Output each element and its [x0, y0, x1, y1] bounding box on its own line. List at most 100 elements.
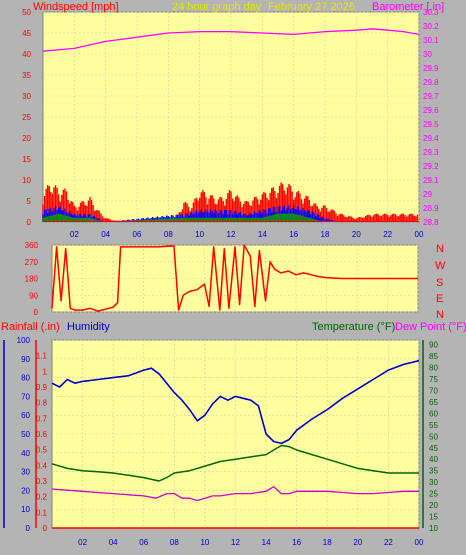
windspeed-tick-label: 15 [22, 155, 31, 164]
barometer-tick-label: 29.8 [423, 78, 439, 87]
temperature-tick-label: 45 [429, 444, 438, 453]
direction-tick-label: 360 [25, 241, 39, 250]
hour-tick-label: 02 [70, 230, 79, 239]
humidity-line [51, 359, 420, 445]
rainfall-tick-label: 0.9 [36, 383, 48, 392]
windspeed-tick-label: 5 [27, 197, 32, 206]
hour-tick-label: 08 [170, 538, 179, 547]
temperature-tick-label: 40 [429, 455, 438, 464]
temperature-tick-label: 60 [429, 409, 438, 418]
temperature-tick-label: 70 [429, 386, 438, 395]
wind-direction-line [51, 244, 418, 312]
humidity-tick-label: 30 [21, 468, 30, 477]
temperature-tick-label: 75 [429, 375, 438, 384]
compass-label-w: W [435, 260, 446, 272]
humidity-tick-label: 70 [21, 392, 30, 401]
hour-tick-label: 20 [353, 538, 362, 547]
temperature-tick-label: 65 [429, 398, 438, 407]
barometer-tick-label: 29.5 [423, 120, 439, 129]
humidity-tick-label: 40 [21, 449, 30, 458]
humidity-tick-label: 80 [21, 374, 30, 383]
rainfall-tick-label: 0.7 [36, 414, 48, 423]
hour-tick-label: 14 [262, 538, 271, 547]
hour-tick-label: 00 [415, 230, 424, 239]
hour-tick-label: 20 [352, 230, 361, 239]
compass-label-s: S [436, 277, 443, 289]
temperature-tick-label: 85 [429, 352, 438, 361]
barometer-tick-label: 29.7 [423, 92, 439, 101]
windspeed-tick-label: 50 [22, 8, 31, 17]
rainfall-tick-label: 0.5 [36, 446, 48, 455]
temperature-tick-label: 80 [429, 364, 438, 373]
rainfall-tick-label: 1 [43, 367, 48, 376]
rainfall-axis-title: Rainfall (.in) [1, 321, 60, 333]
barometer-tick-label: 29.9 [423, 64, 439, 73]
hour-tick-label: 16 [292, 538, 301, 547]
windspeed-tick-label: 30 [22, 92, 31, 101]
direction-tick-label: 270 [25, 258, 39, 267]
temperature-axis-title: Temperature (°F) [312, 321, 395, 333]
chart-title: 24 hour graph day [172, 1, 262, 13]
hour-tick-label: 08 [164, 230, 173, 239]
rainfall-tick-label: 0.6 [36, 430, 48, 439]
hour-tick-label: 22 [384, 538, 393, 547]
hour-tick-label: 16 [289, 230, 298, 239]
direction-tick-label: 180 [25, 275, 39, 284]
windspeed-tick-label: 20 [22, 134, 31, 143]
barometer-tick-label: 29.6 [423, 106, 439, 115]
hour-tick-label: 12 [231, 538, 240, 547]
humidity-tick-label: 60 [21, 411, 30, 420]
compass-label-e: E [436, 293, 443, 305]
hour-tick-label: 22 [383, 230, 392, 239]
direction-tick-label: 0 [34, 308, 39, 317]
windspeed-tick-label: 0 [27, 218, 32, 227]
hour-tick-label: 00 [415, 538, 424, 547]
humidity-tick-label: 10 [21, 505, 30, 514]
rainfall-tick-label: 0 [43, 524, 48, 533]
barometer-tick-label: 28.8 [423, 218, 439, 227]
temperature-tick-label: 25 [429, 490, 438, 499]
humidity-tick-label: 90 [21, 355, 30, 364]
barometer-tick-label: 29.4 [423, 134, 439, 143]
hour-tick-label: 04 [101, 230, 110, 239]
temperature-line [51, 444, 419, 482]
direction-tick-label: 90 [29, 291, 38, 300]
temperature-tick-label: 30 [429, 478, 438, 487]
compass-label-n-top: N [436, 243, 444, 255]
humidity-axis-title: Humidity [67, 321, 110, 333]
rainfall-tick-label: 0.2 [36, 493, 48, 502]
windspeed-tick-label: 45 [22, 29, 31, 38]
humidity-tick-label: 100 [17, 336, 31, 345]
windspeed-tick-label: 25 [22, 113, 31, 122]
barometer-tick-label: 29 [423, 190, 432, 199]
barometer-tick-label: 29.1 [423, 176, 439, 185]
dewpoint-axis-title: Dew Point (°F) [395, 321, 466, 333]
temperature-tick-label: 20 [429, 501, 438, 510]
hour-tick-label: 04 [109, 538, 118, 547]
rainfall-tick-label: 0.1 [36, 508, 48, 517]
hour-tick-label: 02 [78, 538, 87, 547]
rainfall-tick-label: 0.4 [36, 461, 48, 470]
hour-tick-label: 12 [227, 230, 236, 239]
hour-tick-label: 10 [200, 538, 209, 547]
rainfall-tick-label: 1.1 [36, 352, 48, 361]
windspeed-tick-label: 10 [22, 176, 31, 185]
temperature-tick-label: 10 [429, 524, 438, 533]
temperature-tick-label: 35 [429, 467, 438, 476]
barometer-tick-label: 29.3 [423, 148, 439, 157]
temperature-tick-label: 90 [429, 341, 438, 350]
windspeed-axis-title: Windspeed [mph] [33, 1, 119, 13]
temperature-tick-label: 15 [429, 513, 438, 522]
hour-tick-label: 10 [195, 230, 204, 239]
windspeed-tick-label: 35 [22, 71, 31, 80]
windspeed-tick-label: 40 [22, 50, 31, 59]
hour-tick-label: 06 [133, 230, 142, 239]
hour-tick-label: 18 [321, 230, 330, 239]
humidity-tick-label: 0 [26, 524, 31, 533]
temperature-tick-label: 55 [429, 421, 438, 430]
rainfall-tick-label: 0.8 [36, 399, 48, 408]
barometer-tick-label: 28.9 [423, 204, 439, 213]
hour-tick-label: 14 [258, 230, 267, 239]
